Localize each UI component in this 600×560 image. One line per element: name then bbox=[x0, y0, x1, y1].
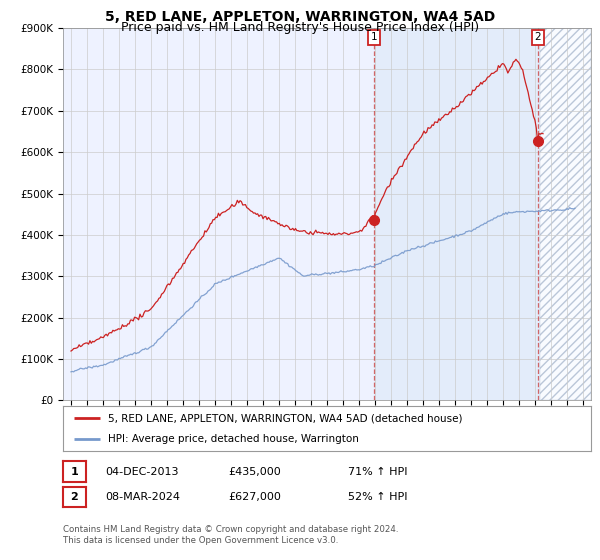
Text: Contains HM Land Registry data © Crown copyright and database right 2024.
This d: Contains HM Land Registry data © Crown c… bbox=[63, 525, 398, 545]
Text: 08-MAR-2024: 08-MAR-2024 bbox=[105, 492, 180, 502]
Text: 5, RED LANE, APPLETON, WARRINGTON, WA4 5AD (detached house): 5, RED LANE, APPLETON, WARRINGTON, WA4 5… bbox=[108, 413, 463, 423]
Text: £435,000: £435,000 bbox=[228, 466, 281, 477]
Text: 52% ↑ HPI: 52% ↑ HPI bbox=[348, 492, 407, 502]
Text: 2: 2 bbox=[535, 32, 541, 43]
Text: Price paid vs. HM Land Registry's House Price Index (HPI): Price paid vs. HM Land Registry's House … bbox=[121, 21, 479, 34]
Bar bbox=[540, 28, 591, 400]
Text: £627,000: £627,000 bbox=[228, 492, 281, 502]
Text: 1: 1 bbox=[71, 466, 78, 477]
Text: 71% ↑ HPI: 71% ↑ HPI bbox=[348, 466, 407, 477]
Text: 1: 1 bbox=[370, 32, 377, 43]
Text: 5, RED LANE, APPLETON, WARRINGTON, WA4 5AD: 5, RED LANE, APPLETON, WARRINGTON, WA4 5… bbox=[105, 10, 495, 24]
Bar bbox=[374, 28, 540, 400]
Text: 2: 2 bbox=[71, 492, 78, 502]
Text: 04-DEC-2013: 04-DEC-2013 bbox=[105, 466, 179, 477]
Text: HPI: Average price, detached house, Warrington: HPI: Average price, detached house, Warr… bbox=[108, 433, 359, 444]
